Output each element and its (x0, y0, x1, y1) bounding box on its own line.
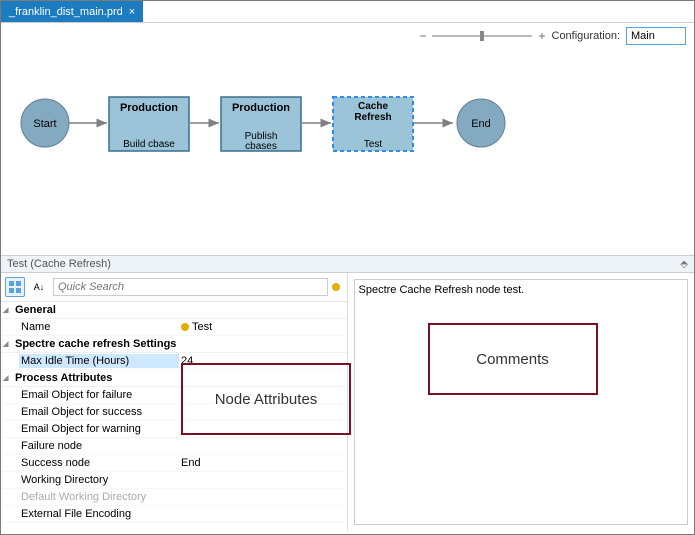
attr-defwdir-row[interactable]: Default Working Directory (1, 489, 347, 506)
help-icon[interactable] (332, 283, 340, 291)
tab-bar: _franklin_dist_main.prd × (1, 1, 694, 23)
properties-pane: A↓ General Name Test Spectre cache refre… (1, 273, 348, 531)
flow-diagram: Start Production Build cbase Production … (1, 53, 695, 253)
search-input[interactable] (53, 278, 328, 296)
diagram-canvas[interactable]: − + Configuration: Start Production Buil… (1, 23, 694, 255)
start-node[interactable]: Start (21, 99, 69, 147)
pin-icon[interactable]: ⬘ (680, 259, 688, 270)
attr-name-row[interactable]: Name Test (1, 319, 347, 336)
svg-text:Start: Start (33, 118, 56, 130)
svg-text:Test: Test (364, 139, 383, 150)
svg-text:Production: Production (232, 102, 290, 114)
node-cache-refresh[interactable]: Cache Refresh Test (333, 97, 413, 151)
property-grid[interactable]: General Name Test Spectre cache refresh … (1, 302, 347, 523)
category-process[interactable]: Process Attributes (1, 370, 347, 387)
comment-textbox[interactable]: Spectre Cache Refresh node test. (354, 279, 689, 525)
sort-button[interactable]: A↓ (29, 277, 49, 297)
zoom-in-button[interactable]: + (538, 29, 545, 43)
svg-text:Refresh: Refresh (354, 112, 391, 123)
attr-fail-row[interactable]: Email Object for failure (1, 387, 347, 404)
attr-succ-row[interactable]: Email Object for success (1, 404, 347, 421)
attr-enc-row[interactable]: External File Encoding (1, 506, 347, 523)
attr-failnode-row[interactable]: Failure node (1, 438, 347, 455)
svg-text:End: End (471, 118, 491, 130)
panel-title: Test (Cache Refresh) (7, 258, 111, 270)
node-production-2[interactable]: Production Publish cbases (221, 97, 301, 152)
svg-text:Production: Production (120, 102, 178, 114)
svg-text:cbases: cbases (245, 141, 277, 152)
attr-succnode-row[interactable]: Success node End (1, 455, 347, 472)
editor-tab[interactable]: _franklin_dist_main.prd × (1, 1, 143, 22)
config-label: Configuration: (552, 30, 621, 42)
attr-idle-row[interactable]: Max Idle Time (Hours) 24 (1, 353, 347, 370)
attr-wdir-row[interactable]: Working Directory (1, 472, 347, 489)
zoom-out-button[interactable]: − (419, 29, 426, 43)
zoom-slider[interactable] (432, 31, 532, 41)
category-general[interactable]: General (1, 302, 347, 319)
config-bar: − + Configuration: (1, 23, 694, 49)
end-node[interactable]: End (457, 99, 505, 147)
properties-panel-header: Test (Cache Refresh) ⬘ (1, 255, 694, 273)
config-input[interactable] (626, 27, 686, 45)
svg-text:Build cbase: Build cbase (123, 139, 175, 150)
properties-toolbar: A↓ (1, 273, 347, 302)
attr-warn-row[interactable]: Email Object for warning (1, 421, 347, 438)
tab-title: _franklin_dist_main.prd (9, 6, 123, 18)
node-production-1[interactable]: Production Build cbase (109, 97, 189, 151)
category-spectre[interactable]: Spectre cache refresh Settings (1, 336, 347, 353)
close-icon[interactable]: × (129, 6, 135, 18)
comments-pane: Spectre Cache Refresh node test. Comment… (348, 273, 695, 531)
svg-text:Cache: Cache (358, 101, 388, 112)
categorized-view-button[interactable] (5, 277, 25, 297)
